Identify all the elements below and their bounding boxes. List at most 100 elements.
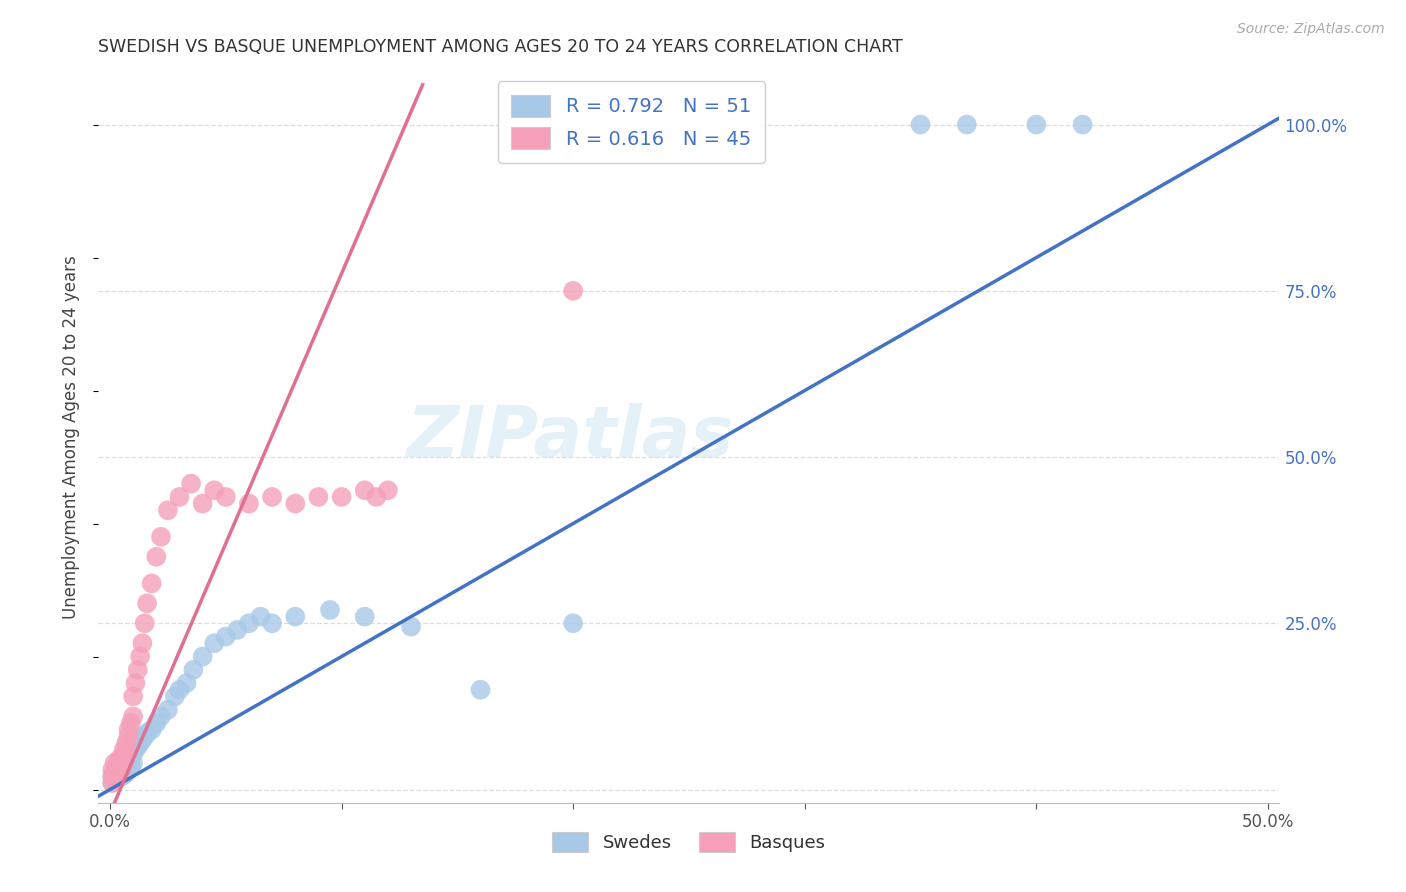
Point — [141, 576, 163, 591]
Point — [191, 497, 214, 511]
Point — [470, 682, 492, 697]
Point — [134, 729, 156, 743]
Point — [101, 769, 124, 783]
Point — [149, 530, 172, 544]
Point — [284, 497, 307, 511]
Point — [562, 284, 585, 298]
Point — [319, 603, 342, 617]
Point — [238, 616, 260, 631]
Point — [115, 746, 138, 760]
Point — [115, 765, 138, 780]
Point — [249, 609, 271, 624]
Point — [122, 709, 145, 723]
Point — [129, 736, 152, 750]
Point — [1025, 118, 1047, 132]
Point — [115, 736, 138, 750]
Point — [136, 726, 159, 740]
Point — [110, 763, 132, 777]
Point — [149, 709, 172, 723]
Point — [105, 769, 128, 783]
Point — [202, 636, 225, 650]
Point — [105, 759, 128, 773]
Point — [141, 723, 163, 737]
Point — [353, 609, 375, 624]
Point — [117, 763, 139, 777]
Point — [136, 596, 159, 610]
Point — [108, 753, 131, 767]
Point — [131, 636, 153, 650]
Point — [112, 768, 135, 782]
Point — [1071, 118, 1094, 132]
Point — [104, 772, 127, 787]
Point — [108, 765, 131, 780]
Point — [117, 729, 139, 743]
Text: Source: ZipAtlas.com: Source: ZipAtlas.com — [1237, 22, 1385, 37]
Point — [120, 716, 142, 731]
Point — [191, 649, 214, 664]
Point — [122, 746, 145, 760]
Point — [110, 763, 132, 777]
Point — [120, 759, 142, 773]
Point — [399, 619, 422, 633]
Point — [284, 609, 307, 624]
Point — [108, 771, 131, 785]
Point — [122, 756, 145, 770]
Point — [131, 732, 153, 747]
Point — [562, 616, 585, 631]
Point — [377, 483, 399, 498]
Point — [115, 756, 138, 770]
Point — [108, 765, 131, 780]
Point — [110, 769, 132, 783]
Point — [163, 690, 186, 704]
Point — [215, 630, 238, 644]
Point — [226, 623, 249, 637]
Point — [202, 483, 225, 498]
Point — [124, 676, 146, 690]
Point — [117, 753, 139, 767]
Point — [156, 703, 179, 717]
Point — [366, 490, 388, 504]
Point — [127, 663, 149, 677]
Point — [910, 118, 932, 132]
Point — [238, 497, 260, 511]
Point — [104, 765, 127, 780]
Point — [101, 776, 124, 790]
Text: ZIPatlas: ZIPatlas — [408, 402, 734, 472]
Point — [112, 759, 135, 773]
Point — [110, 749, 132, 764]
Point — [122, 690, 145, 704]
Point — [956, 118, 979, 132]
Point — [353, 483, 375, 498]
Point — [117, 723, 139, 737]
Point — [330, 490, 353, 504]
Point — [176, 676, 198, 690]
Point — [262, 490, 284, 504]
Point — [180, 476, 202, 491]
Point — [101, 763, 124, 777]
Point — [215, 490, 238, 504]
Point — [307, 490, 329, 504]
Point — [262, 616, 284, 631]
Legend: Swedes, Basques: Swedes, Basques — [546, 824, 832, 860]
Point — [101, 776, 124, 790]
Point — [124, 742, 146, 756]
Y-axis label: Unemployment Among Ages 20 to 24 years: Unemployment Among Ages 20 to 24 years — [62, 255, 80, 619]
Point — [145, 716, 167, 731]
Point — [169, 490, 191, 504]
Point — [105, 772, 128, 787]
Point — [129, 649, 152, 664]
Point — [105, 769, 128, 783]
Point — [145, 549, 167, 564]
Point — [127, 739, 149, 754]
Point — [101, 769, 124, 783]
Point — [112, 756, 135, 770]
Point — [104, 765, 127, 780]
Point — [120, 749, 142, 764]
Point — [104, 756, 127, 770]
Point — [112, 742, 135, 756]
Point — [183, 663, 205, 677]
Point — [169, 682, 191, 697]
Point — [134, 616, 156, 631]
Point — [156, 503, 179, 517]
Point — [104, 772, 127, 787]
